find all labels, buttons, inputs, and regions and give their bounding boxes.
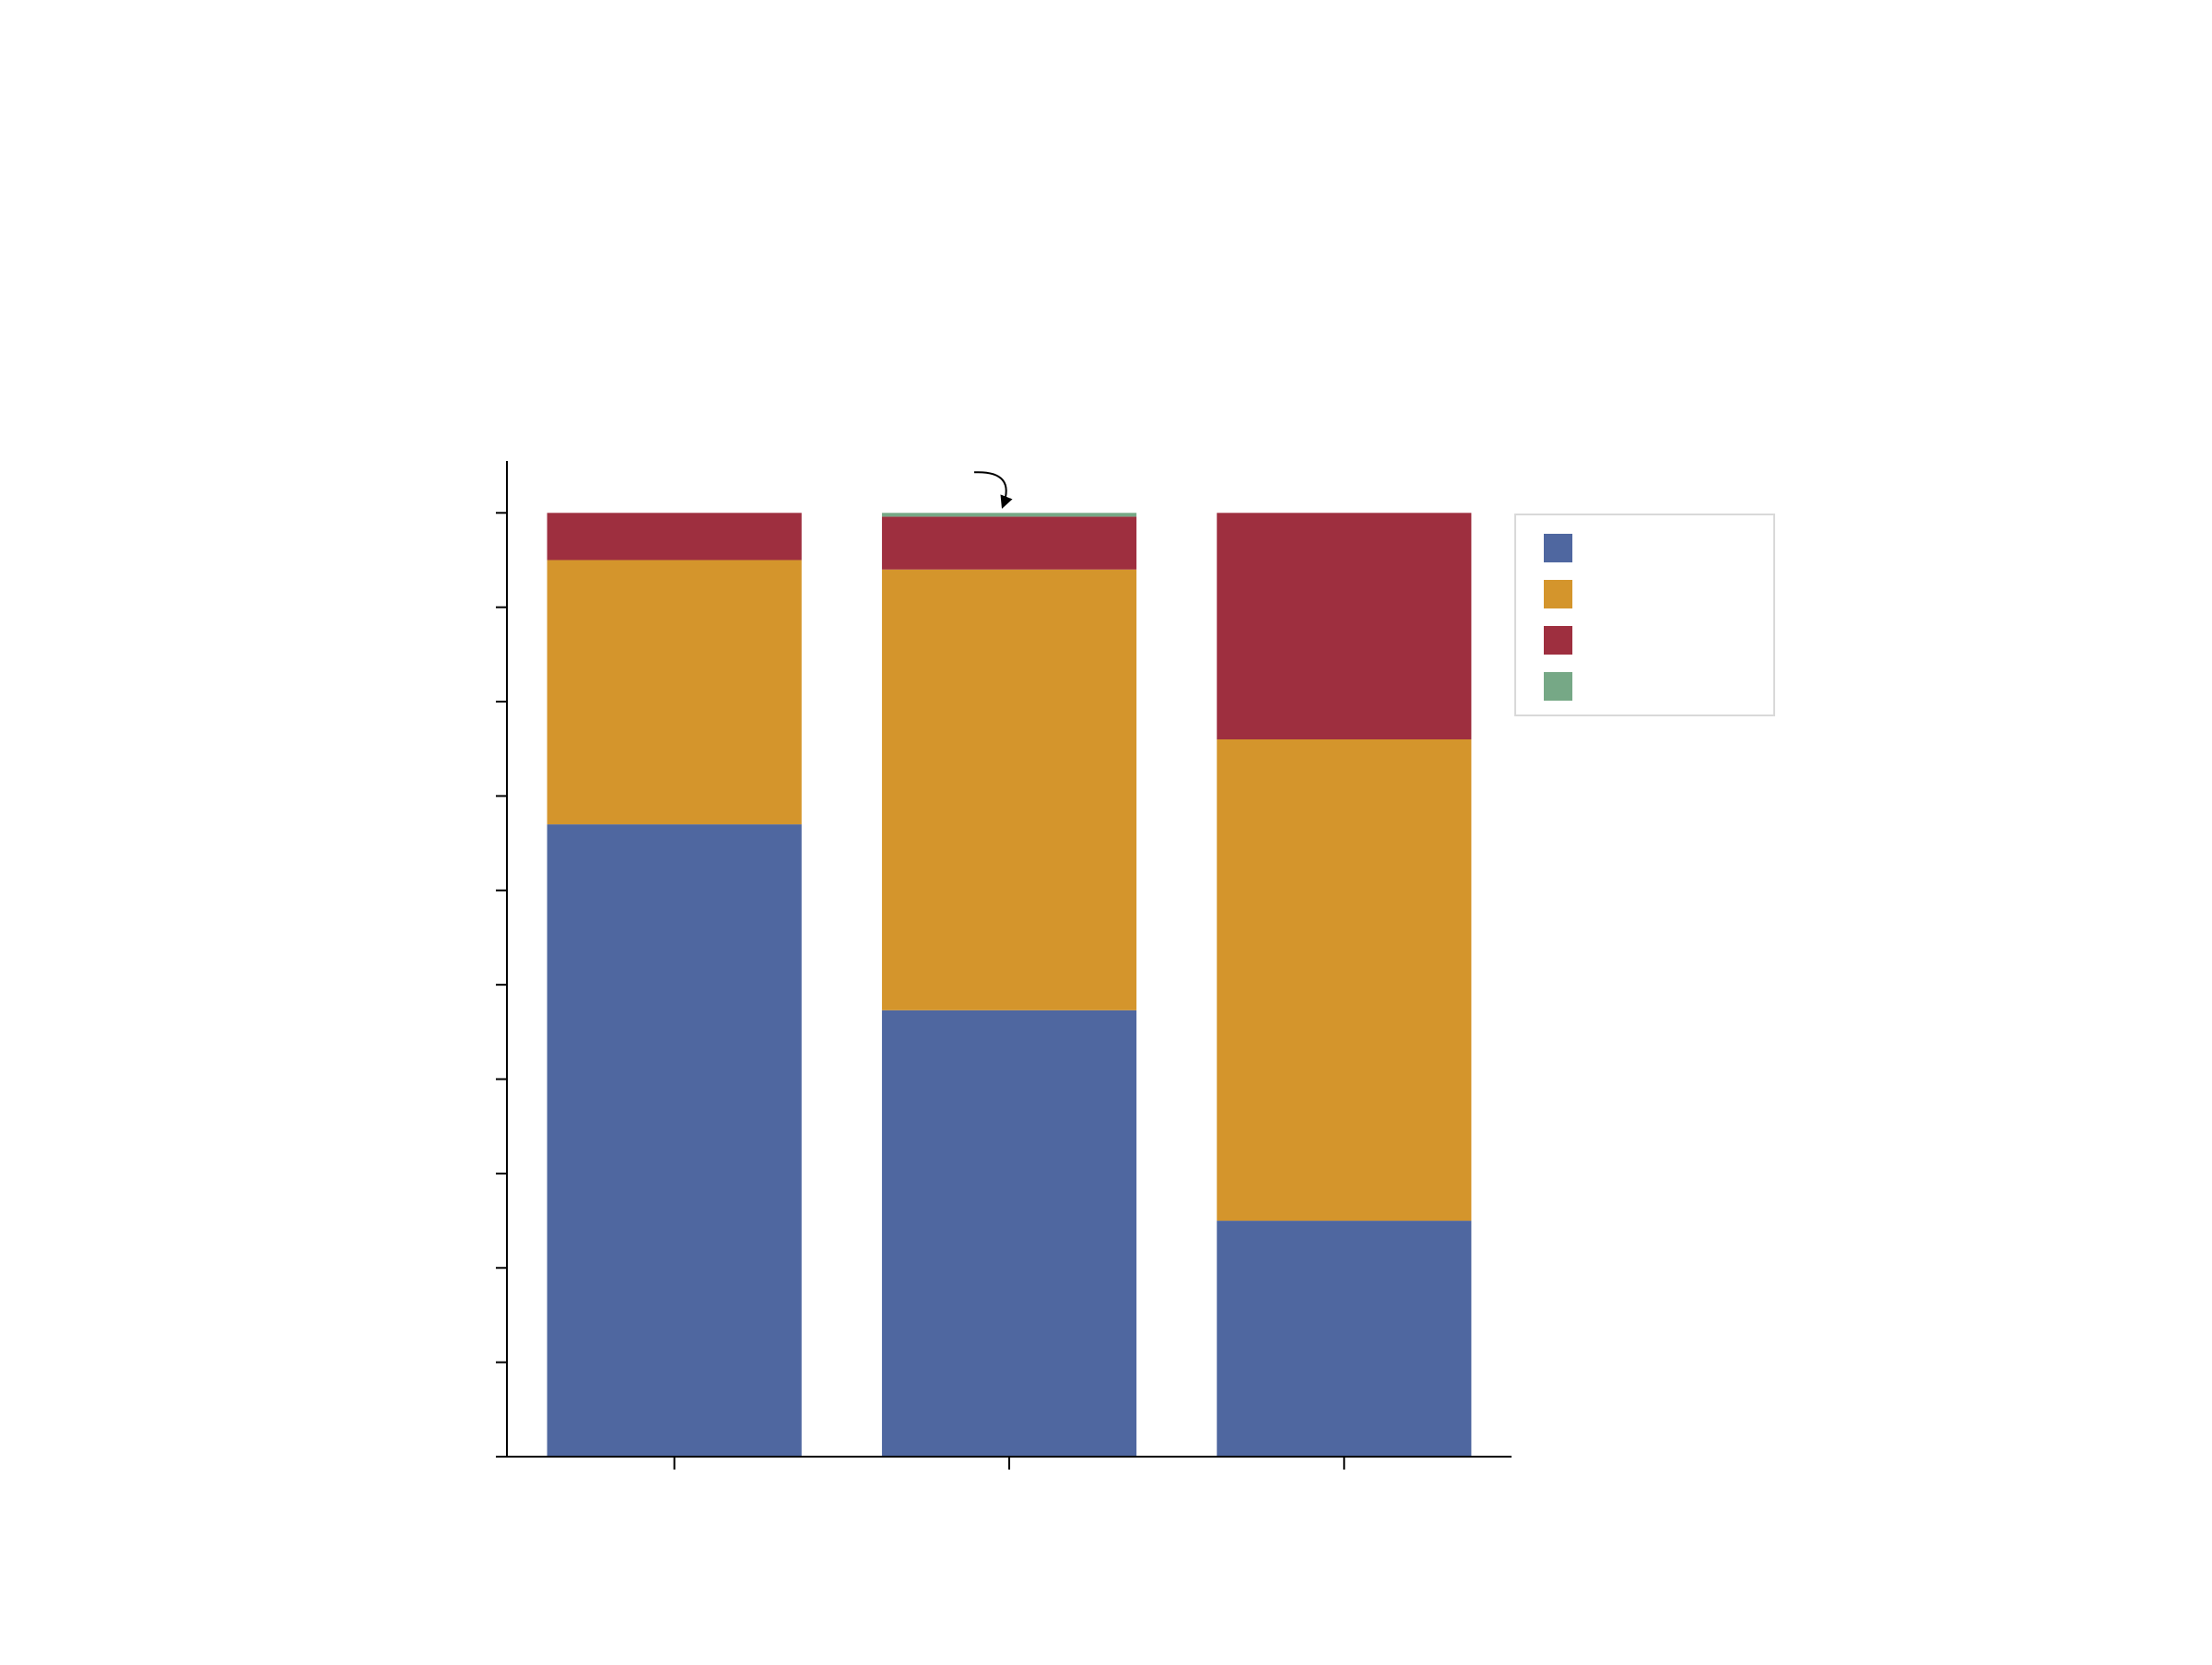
legend-item-3	[1544, 670, 1765, 702]
bar-segment-1-0	[881, 1010, 1137, 1457]
legend-swatch-3	[1544, 672, 1572, 701]
bar-segment-1-2	[881, 516, 1137, 570]
annotations-group	[973, 471, 1013, 509]
legend	[1514, 514, 1775, 716]
annotation-arrow	[973, 471, 1013, 509]
legend-swatch-2	[1544, 626, 1572, 655]
legend-item-2	[1544, 624, 1765, 655]
legend-item-0	[1544, 532, 1765, 563]
legend-swatch-0	[1544, 534, 1572, 562]
axes-group	[496, 461, 1512, 1470]
bar-segment-0-2	[547, 513, 802, 561]
legend-item-1	[1544, 578, 1765, 609]
bars-group	[547, 513, 1472, 1457]
bar-segment-1-3	[881, 513, 1137, 517]
bar-segment-2-0	[1217, 1221, 1472, 1457]
bar-segment-0-1	[547, 560, 802, 825]
legend-swatch-1	[1544, 580, 1572, 608]
bar-segment-2-2	[1217, 513, 1472, 739]
bar-segment-0-0	[547, 824, 802, 1457]
bar-segment-2-1	[1217, 738, 1472, 1222]
bar-segment-1-1	[881, 569, 1137, 1010]
